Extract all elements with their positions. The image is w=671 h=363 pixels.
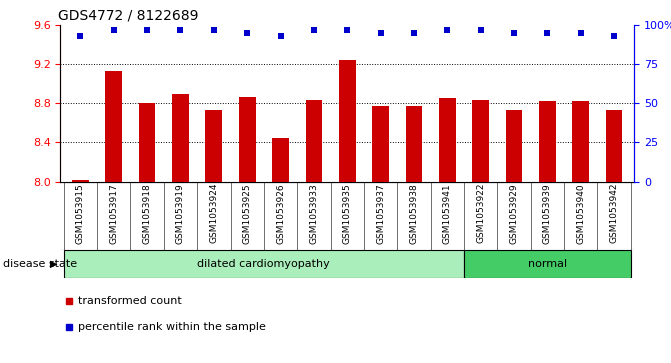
Bar bbox=[539, 101, 556, 182]
Point bbox=[242, 30, 252, 36]
Text: GSM1053941: GSM1053941 bbox=[443, 183, 452, 244]
Text: GSM1053924: GSM1053924 bbox=[209, 183, 218, 243]
Bar bbox=[105, 71, 122, 182]
Point bbox=[375, 30, 386, 36]
Text: percentile rank within the sample: percentile rank within the sample bbox=[78, 322, 266, 332]
Point bbox=[142, 27, 152, 33]
Bar bbox=[464, 250, 631, 278]
Text: disease state: disease state bbox=[3, 259, 77, 269]
Text: GSM1053926: GSM1053926 bbox=[276, 183, 285, 244]
Point bbox=[175, 27, 186, 33]
Point bbox=[542, 30, 553, 36]
Point bbox=[342, 27, 353, 33]
Bar bbox=[372, 106, 389, 182]
Point bbox=[309, 27, 319, 33]
Point bbox=[75, 33, 86, 39]
Point bbox=[609, 33, 619, 39]
Text: GSM1053942: GSM1053942 bbox=[609, 183, 619, 243]
Text: GSM1053915: GSM1053915 bbox=[76, 183, 85, 244]
Text: GDS4772 / 8122689: GDS4772 / 8122689 bbox=[58, 9, 198, 23]
Bar bbox=[506, 110, 522, 182]
Bar bbox=[64, 250, 464, 278]
Point bbox=[109, 27, 119, 33]
Text: GSM1053933: GSM1053933 bbox=[309, 183, 318, 244]
Point bbox=[209, 27, 219, 33]
Text: ▶: ▶ bbox=[50, 259, 57, 269]
Bar bbox=[405, 106, 422, 182]
Point bbox=[509, 30, 519, 36]
Bar bbox=[339, 60, 356, 182]
Bar bbox=[72, 180, 89, 182]
Text: GSM1053940: GSM1053940 bbox=[576, 183, 585, 244]
Bar bbox=[205, 110, 222, 182]
Text: GSM1053922: GSM1053922 bbox=[476, 183, 485, 243]
Bar bbox=[239, 97, 256, 182]
Point bbox=[275, 33, 286, 39]
Text: GSM1053929: GSM1053929 bbox=[509, 183, 519, 244]
Text: transformed count: transformed count bbox=[78, 296, 181, 306]
Point bbox=[575, 30, 586, 36]
Bar bbox=[439, 98, 456, 182]
Text: GSM1053918: GSM1053918 bbox=[143, 183, 152, 244]
Bar bbox=[606, 110, 623, 182]
Bar bbox=[572, 101, 589, 182]
Text: GSM1053935: GSM1053935 bbox=[343, 183, 352, 244]
Text: normal: normal bbox=[528, 259, 567, 269]
Point bbox=[409, 30, 419, 36]
Text: GSM1053938: GSM1053938 bbox=[409, 183, 419, 244]
Text: GSM1053919: GSM1053919 bbox=[176, 183, 185, 244]
Point bbox=[475, 27, 486, 33]
Bar bbox=[172, 94, 189, 182]
Bar bbox=[305, 99, 322, 182]
Text: GSM1053925: GSM1053925 bbox=[243, 183, 252, 244]
Text: GSM1053917: GSM1053917 bbox=[109, 183, 118, 244]
Text: GSM1053939: GSM1053939 bbox=[543, 183, 552, 244]
Bar bbox=[272, 138, 289, 182]
Point bbox=[442, 27, 453, 33]
Bar bbox=[139, 103, 156, 182]
Bar bbox=[472, 99, 489, 182]
Text: GSM1053937: GSM1053937 bbox=[376, 183, 385, 244]
Text: dilated cardiomyopathy: dilated cardiomyopathy bbox=[197, 259, 330, 269]
